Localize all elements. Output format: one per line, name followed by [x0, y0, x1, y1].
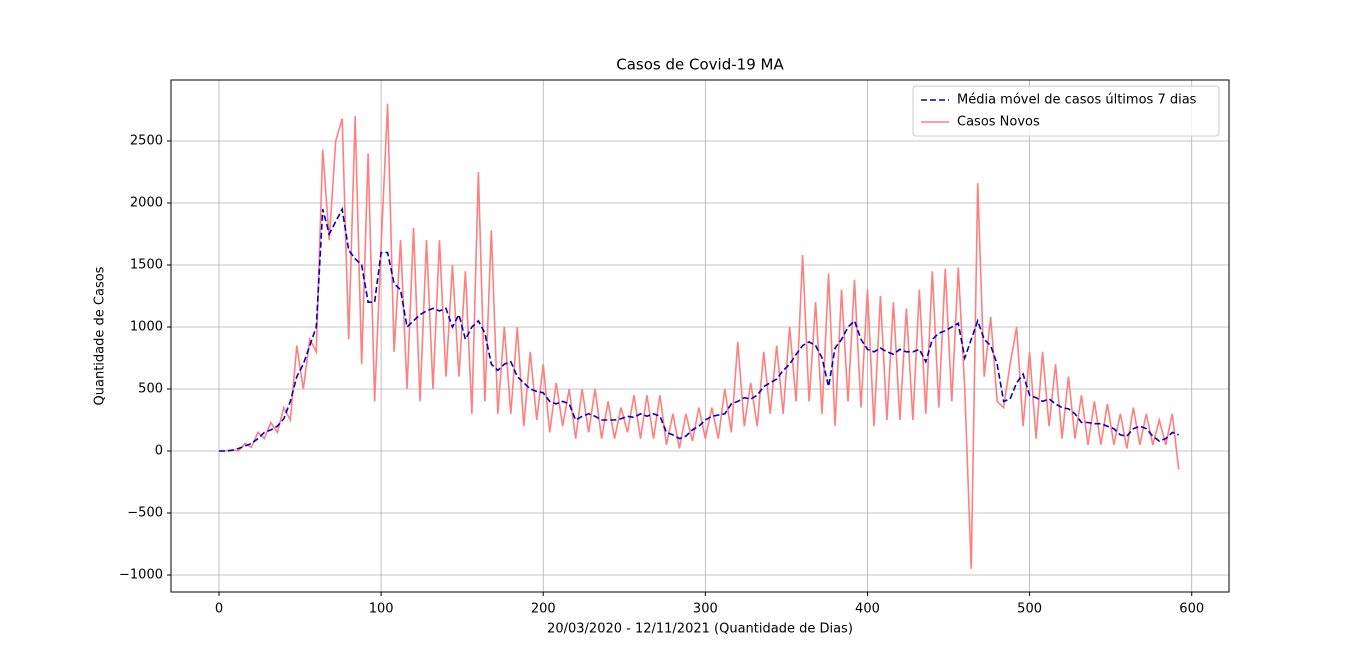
y-tick-label: 0: [155, 444, 163, 459]
y-tick-label: −500: [127, 506, 163, 521]
x-tick-label: 600: [1179, 602, 1204, 617]
plot-frame: [170, 79, 1230, 593]
y-tick-label: 500: [138, 382, 163, 397]
x-tick-label: 200: [531, 602, 556, 617]
y-tick-label: 1500: [130, 258, 163, 273]
y-axis-label: Quantidade de Casos: [93, 266, 108, 405]
x-axis-label: 20/03/2020 - 12/11/2021 (Quantidade de D…: [547, 622, 853, 637]
legend-box: [912, 85, 1220, 137]
x-tick-label: 300: [693, 602, 718, 617]
legend-label: Média móvel de casos últimos 7 dias: [957, 93, 1197, 108]
y-tick-label: 1000: [130, 320, 163, 335]
series-line: [218, 103, 1180, 569]
legend-label: Casos Novos: [957, 115, 1040, 130]
y-tick-label: 2500: [130, 134, 163, 149]
x-tick-label: 400: [855, 602, 880, 617]
series-line: [218, 206, 1180, 452]
x-tick-label: 500: [1017, 602, 1042, 617]
y-tick-label: 2000: [130, 196, 163, 211]
x-tick-label: 0: [215, 602, 223, 617]
chart-title: Casos de Covid-19 MA: [616, 56, 784, 74]
y-tick-label: −1000: [119, 568, 163, 583]
x-tick-label: 100: [369, 602, 394, 617]
